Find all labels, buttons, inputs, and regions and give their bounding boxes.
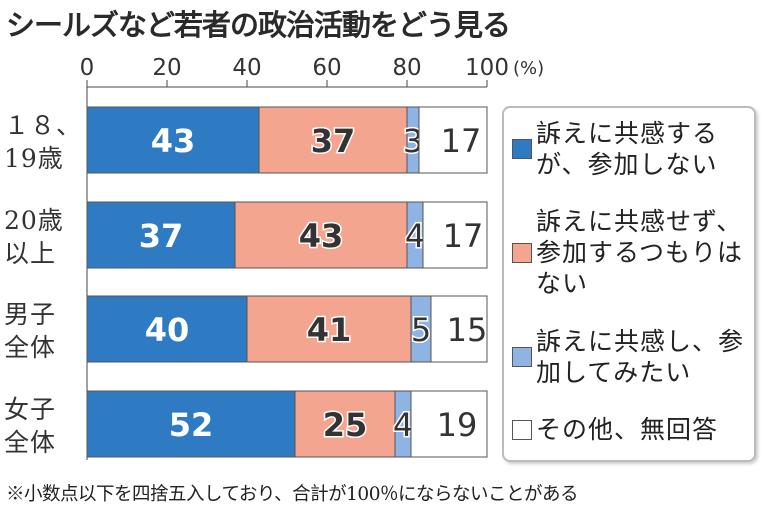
data-label: 52 <box>169 406 214 444</box>
legend-swatch-4 <box>512 419 532 440</box>
data-label: 4 <box>393 406 413 444</box>
bar-segment <box>86 201 236 269</box>
legend-item-4: その他、無回答 <box>512 414 748 445</box>
data-label: 17 <box>443 217 484 255</box>
legend-item-2: 訴えに共感せず、参加するつもりはない <box>512 206 748 299</box>
bar-segment <box>430 295 488 363</box>
category-label-line2: 以上 <box>4 239 56 268</box>
bar-segment <box>294 390 396 458</box>
x-tick-label: 40 <box>232 55 261 81</box>
data-label: 5 <box>411 311 431 349</box>
legend-label-2: 訴えに共感せず、参加するつもりはない <box>536 207 744 298</box>
chart-title: シールズなど若者の政治活動をどう見る <box>6 8 511 42</box>
x-unit-label: (%) <box>513 58 544 79</box>
legend: 訴えに共感するが、参加しない 訴えに共感せず、参加するつもりはない 訴えに共感し… <box>502 106 756 462</box>
bar-segment <box>410 390 488 458</box>
legend-swatch-3 <box>512 347 532 367</box>
category-label-line2: 全体 <box>4 333 56 362</box>
legend-swatch-2 <box>512 242 532 263</box>
data-label: 19 <box>437 406 478 444</box>
data-label: 17 <box>441 122 482 160</box>
category-label-line1: 女子 <box>4 395 56 424</box>
bar-segment <box>86 390 296 458</box>
x-tick-label: 20 <box>152 55 181 81</box>
legend-swatch-1 <box>512 139 532 159</box>
data-label: 15 <box>447 311 488 349</box>
x-tick-label: 0 <box>80 55 95 81</box>
data-label: 37 <box>139 217 184 255</box>
x-tick-label: 100 <box>465 55 509 81</box>
category-label-line2: 19歳 <box>4 144 64 173</box>
data-label: 4 <box>405 217 425 255</box>
data-label: 41 <box>307 311 352 349</box>
legend-item-3: 訴えに共感し、参加してみたい <box>512 326 748 388</box>
bar-segment <box>418 106 488 174</box>
data-label: 25 <box>323 406 368 444</box>
data-label: 43 <box>151 122 196 160</box>
data-label: 40 <box>145 311 190 349</box>
category-label-line1: １８、 <box>4 111 82 140</box>
bar-segment <box>258 106 408 174</box>
category-label-line1: 男子 <box>4 300 56 329</box>
bar-segment <box>86 295 248 363</box>
category-label-line1: 20歳 <box>4 206 64 235</box>
legend-label-1: 訴えに共感するが、参加しない <box>536 119 719 179</box>
legend-label-4: その他、無回答 <box>536 415 719 444</box>
x-tick-label: 80 <box>392 55 421 81</box>
legend-label-3: 訴えに共感し、参加してみたい <box>536 327 745 387</box>
category-label-line2: 全体 <box>4 428 56 457</box>
bar-segment <box>422 201 488 269</box>
data-label: 43 <box>299 217 344 255</box>
bar-segment <box>246 295 412 363</box>
x-tick-label: 60 <box>312 55 341 81</box>
legend-item-1: 訴えに共感するが、参加しない <box>512 118 748 180</box>
data-label: 37 <box>311 122 356 160</box>
footnote: ※小数点以下を四捨五入しており、合計が100％にならないことがある <box>6 484 578 505</box>
